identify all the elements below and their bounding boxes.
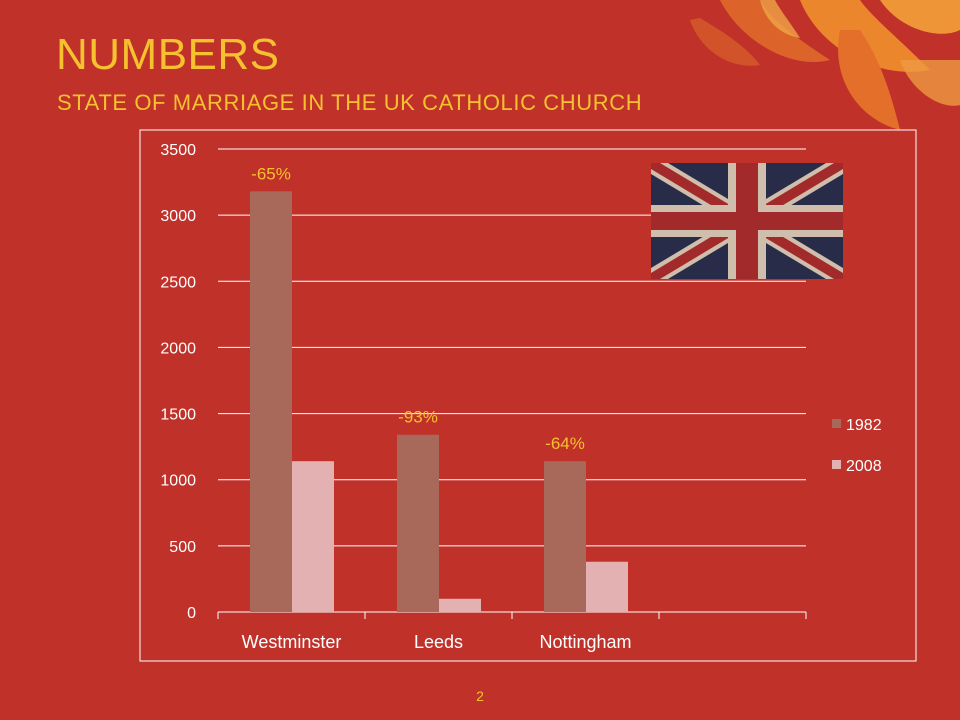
slide-title: NUMBERS [56,30,280,79]
x-category-label: Westminster [242,632,342,652]
y-tick-label: 2000 [160,340,196,357]
union-jack-flag [651,163,843,279]
y-tick-label: 3500 [160,142,196,159]
legend-swatch-2008 [832,460,841,469]
page-number: 2 [476,688,484,704]
legend-label-1982: 1982 [846,417,882,434]
change-annotation: -93% [398,408,438,427]
x-category-label: Nottingham [539,632,631,652]
change-annotation: -65% [251,164,291,183]
y-tick-label: 500 [169,539,196,556]
bar-2008-leeds [439,598,481,612]
x-category-label: Leeds [414,632,463,652]
bar-2008-westminster [292,461,334,612]
y-tick-label: 0 [187,605,196,622]
bar-1982-westminster [250,191,292,612]
bar-1982-nottingham [544,461,586,612]
y-tick-label: 2500 [160,274,196,291]
y-tick-label: 1500 [160,407,196,424]
y-tick-label: 1000 [160,473,196,490]
y-tick-label: 3000 [160,208,196,225]
bar-1982-leeds [397,434,439,612]
change-annotation: -64% [545,434,585,453]
chart-legend: 1982 2008 [832,417,882,475]
slide-subtitle: STATE OF MARRIAGE IN THE UK CATHOLIC CHU… [57,90,643,115]
legend-swatch-1982 [832,419,841,428]
legend-label-2008: 2008 [846,458,882,475]
bar-2008-nottingham [586,561,628,612]
chart-frame [139,129,917,662]
